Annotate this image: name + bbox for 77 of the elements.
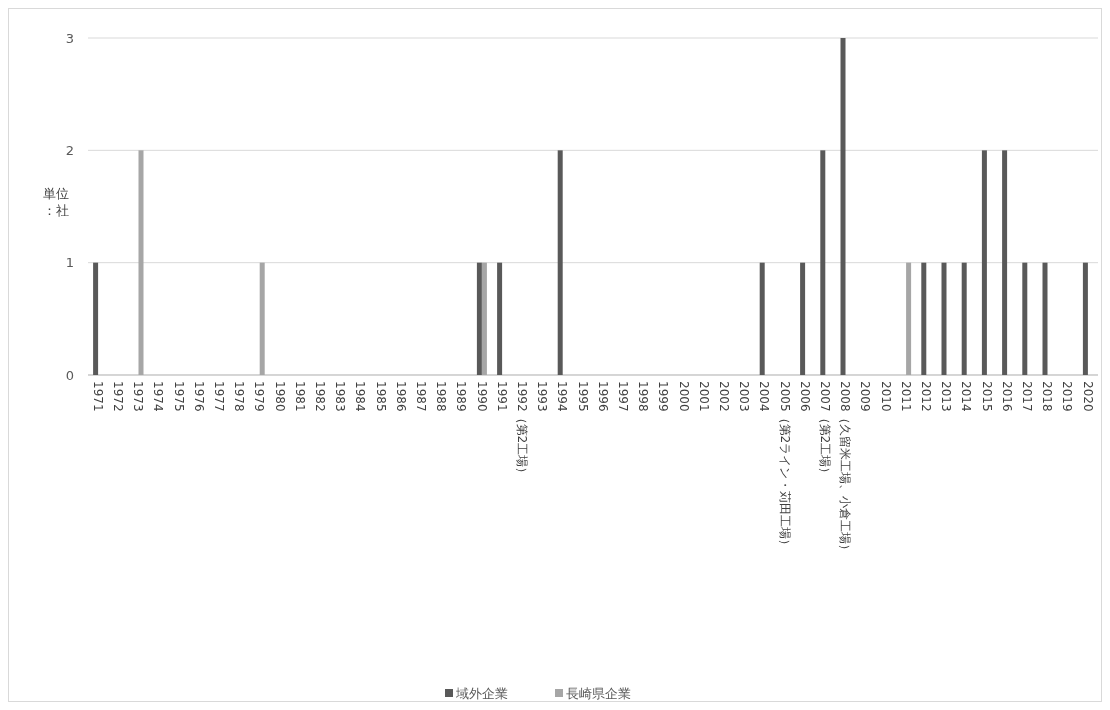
x-tick-label: 1993 [535,381,550,412]
bar [476,262,482,375]
x-tick-label: 1987 [414,381,429,412]
x-tick-label: 2001 [696,381,711,412]
legend-label: 域外企業 [455,685,508,701]
x-tick-label: 2008（久留米工場、小倉工場） [838,381,853,556]
x-tick-label: 2000 [676,381,691,412]
bar [1002,150,1008,375]
x-tick-label: 1994 [555,381,570,412]
bar [981,150,987,375]
bar [921,262,927,375]
bar [138,150,144,375]
bar [906,262,912,375]
x-tick-label: 1986 [393,381,408,412]
x-tick-label: 1971 [90,381,105,412]
x-tick-label: 1992（第2工場） [515,381,530,480]
x-tick-label: 1983 [333,381,348,412]
x-tick-label: 2014 [959,381,974,412]
x-tick-label: 1981 [292,381,307,412]
x-tick-label: 1982 [313,381,328,412]
x-tick-label: 2004 [757,381,772,412]
x-tick-label: 1991 [494,381,509,412]
x-tick-label: 1996 [595,381,610,412]
bar [800,262,806,375]
bar [557,150,563,375]
x-tick-label: 2016 [999,381,1014,412]
bar [259,262,265,375]
x-tick-label: 1977 [212,381,227,412]
bar [1022,262,1028,375]
x-tick-label: 2007（第2工場） [818,381,833,480]
y-axis-title: 単位：社 [43,186,69,218]
bar [93,262,99,375]
x-tick-label: 2003 [737,381,752,412]
y-tick-label: 0 [65,367,74,383]
bar [1042,262,1048,375]
x-tick-label: 1978 [232,381,247,412]
x-tick-label: 2012 [919,381,934,412]
x-tick-label: 2013 [939,381,954,412]
x-tick-label: 1980 [272,381,287,412]
x-tick-label: 1998 [636,381,651,412]
bar [820,150,826,375]
x-tick-label: 2006 [797,381,812,412]
x-tick-label: 1974 [151,381,166,412]
x-tick-label: 1989 [454,381,469,412]
x-tick-label: 1990 [474,381,489,412]
x-tick-label: 2017 [1020,381,1035,412]
bar [1082,262,1088,375]
x-tick-label: 1995 [575,381,590,412]
x-tick-label: 2002 [717,381,732,412]
bar [840,38,846,375]
legend-label: 長崎県企業 [566,685,631,701]
y-tick-label: 1 [65,255,74,271]
x-tick-label: 1997 [616,381,631,412]
x-tick-label: 2020 [1080,381,1095,412]
x-tick-label: 1976 [191,381,206,412]
bar [941,262,947,375]
y-tick-label: 2 [65,142,74,158]
x-tick-label: 1973 [131,381,146,412]
bar [961,262,967,375]
x-tick-label: 1975 [171,381,186,412]
x-tick-label: 1985 [373,381,388,412]
bar [759,262,765,375]
x-tick-label: 1988 [434,381,449,412]
x-tick-label: 1999 [656,381,671,412]
bar [481,262,487,375]
y-tick-label: 3 [65,30,74,46]
x-tick-label: 2019 [1060,381,1075,412]
x-tick-label: 2011 [898,381,913,412]
x-tick-label: 2018 [1040,381,1055,412]
x-tick-label: 2010 [878,381,893,412]
x-tick-label: 1984 [353,381,368,412]
x-tick-label: 2005（第2ライン・苅田工場） [777,381,792,552]
bar [497,262,503,375]
x-tick-label: 2015 [979,381,994,412]
x-tick-label: 2009 [858,381,873,412]
x-tick-label: 1979 [252,381,267,412]
x-tick-label: 1972 [111,381,126,412]
